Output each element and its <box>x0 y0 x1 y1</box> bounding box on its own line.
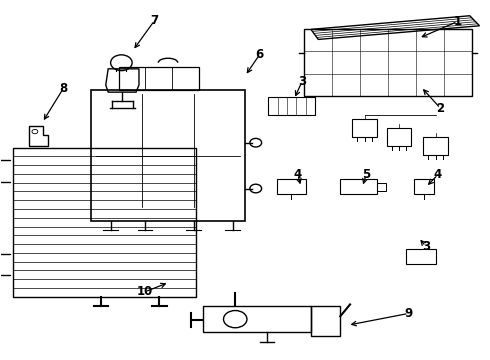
Text: 6: 6 <box>255 48 264 61</box>
Text: 8: 8 <box>59 82 67 95</box>
Bar <box>387 128 411 146</box>
Bar <box>203 306 311 332</box>
Text: 7: 7 <box>150 14 159 27</box>
Text: 3: 3 <box>422 240 430 253</box>
Text: 1: 1 <box>453 15 462 28</box>
Bar <box>340 179 377 194</box>
Text: 4: 4 <box>294 168 302 181</box>
Bar <box>352 119 377 137</box>
Bar <box>91 90 245 221</box>
Bar <box>13 148 196 297</box>
Bar <box>277 179 306 194</box>
Bar <box>311 306 340 336</box>
Bar <box>269 97 315 116</box>
Bar <box>423 137 448 155</box>
Text: 3: 3 <box>298 75 306 88</box>
Text: 5: 5 <box>362 168 370 181</box>
Text: 10: 10 <box>137 285 153 298</box>
Text: 4: 4 <box>434 168 442 181</box>
Text: 2: 2 <box>437 102 444 115</box>
Text: 9: 9 <box>405 307 413 320</box>
Bar <box>377 183 386 191</box>
Bar <box>304 30 472 96</box>
Bar <box>119 67 199 90</box>
Bar <box>414 179 434 194</box>
Bar <box>406 249 436 264</box>
